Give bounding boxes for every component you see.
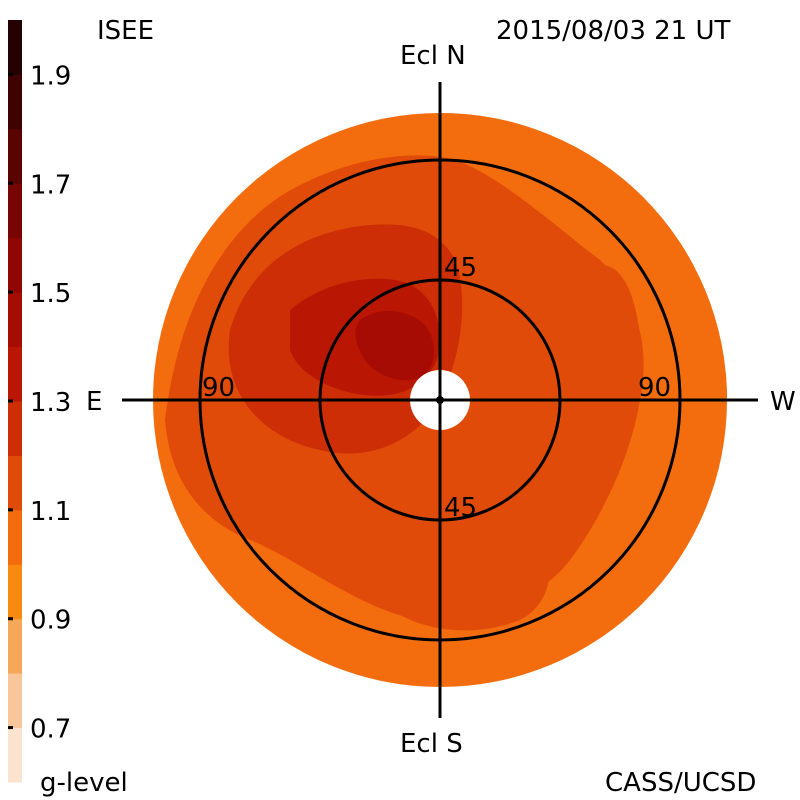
region-south-lobe <box>351 469 550 631</box>
colorbar-tick <box>8 72 13 76</box>
colorbar: 1.9 1.7 1.5 1.3 1.1 0.9 0.7 <box>8 20 71 783</box>
timestamp-label: 2015/08/03 21 UT <box>496 16 731 46</box>
colorbar-band <box>8 564 22 620</box>
colorbar-title: g-level <box>40 768 128 798</box>
colorbar-band <box>8 401 22 456</box>
colorbar-band <box>8 455 22 511</box>
colorbar-band <box>8 346 22 402</box>
ring-label-45-south: 45 <box>444 493 477 523</box>
colorbar-band <box>8 509 22 565</box>
colorbar-tick <box>8 508 13 512</box>
center-dot <box>436 396 444 404</box>
colorbar-tick <box>8 181 13 185</box>
colorbar-band <box>8 74 22 130</box>
west-label: W <box>770 387 796 417</box>
colorbar-tick-label: 1.5 <box>30 279 71 309</box>
colorbar-tick <box>8 617 13 621</box>
region-west-lobe <box>480 265 640 441</box>
ring-label-45-north: 45 <box>444 253 477 283</box>
credit-label: CASS/UCSD <box>605 768 757 798</box>
source-label: ISEE <box>97 16 155 46</box>
region-core-patch <box>355 310 435 381</box>
colorbar-band <box>8 618 22 674</box>
colorbar-band <box>8 183 22 239</box>
ring-label-90-west: 90 <box>638 373 671 403</box>
south-label: Ecl S <box>400 729 463 759</box>
colorbar-band <box>8 128 22 184</box>
north-label: Ecl N <box>400 41 466 71</box>
colorbar-tick-label: 1.1 <box>30 497 71 527</box>
colorbar-band <box>8 292 22 348</box>
colorbar-tick-label: 0.7 <box>30 715 71 745</box>
colorbar-band <box>8 20 22 75</box>
colorbar-tick-label: 1.3 <box>30 388 71 418</box>
colorbar-tick-label: 1.7 <box>30 170 71 200</box>
colorbar-tick-label: 1.9 <box>30 61 71 91</box>
colorbar-tick <box>8 290 13 294</box>
colorbar-tick-label: 0.9 <box>30 606 71 636</box>
colorbar-band <box>8 727 22 783</box>
colorbar-band <box>8 237 22 293</box>
ring-90 <box>198 158 682 642</box>
colorbar-tick <box>8 726 13 730</box>
ring-45 <box>318 278 562 522</box>
colorbar-tick <box>8 399 13 403</box>
colorbar-band <box>8 673 22 729</box>
east-label: E <box>86 387 102 417</box>
ring-label-90-east: 90 <box>202 373 235 403</box>
